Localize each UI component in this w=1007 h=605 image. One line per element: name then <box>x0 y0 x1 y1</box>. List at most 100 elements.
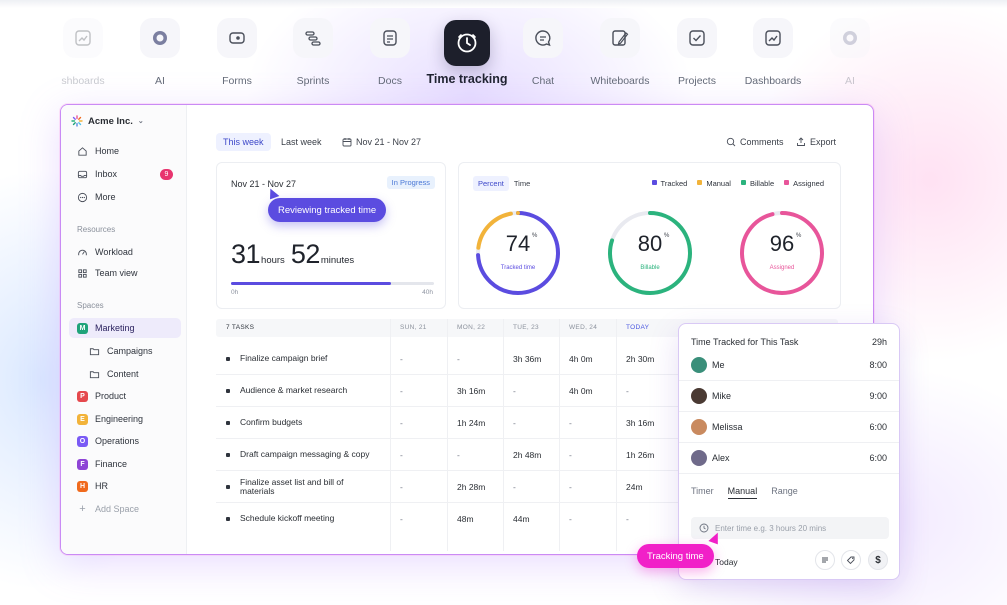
feature-docs[interactable]: Docs <box>340 18 440 87</box>
sidebar-space-engineering[interactable]: E Engineering <box>69 409 181 429</box>
time-cell: 24m <box>626 482 643 492</box>
billable-button[interactable]: $ <box>868 550 888 570</box>
export-button[interactable]: Export <box>796 133 836 151</box>
comments-button[interactable]: Comments <box>726 133 784 151</box>
sidebar-item-workload[interactable]: Workload <box>69 242 181 262</box>
workspace-switcher[interactable]: Acme Inc. ⌄ <box>71 115 144 127</box>
feature-whiteboards[interactable]: Whiteboards <box>570 18 670 87</box>
tab-manual[interactable]: Manual <box>727 486 758 499</box>
ai-icon <box>830 18 870 58</box>
person-row[interactable]: Alex 6:00 <box>679 443 899 474</box>
sidebar-space-operations[interactable]: O Operations <box>69 431 181 451</box>
legend-label: Manual <box>706 179 731 188</box>
sidebar-item-inbox[interactable]: Inbox 9 <box>69 164 181 184</box>
feature-ai[interactable]: AI <box>110 18 210 87</box>
table-row[interactable]: Draft campaign messaging & copy - - 2h 4… <box>216 439 838 471</box>
feature-label: Whiteboards <box>590 75 650 87</box>
resources-heading: Resources <box>77 225 116 234</box>
notes-button[interactable] <box>815 550 835 570</box>
add-space-button[interactable]: + Add Space <box>69 499 181 519</box>
feature-label: Forms <box>222 75 252 87</box>
legend-label: Assigned <box>793 179 824 188</box>
task-name: Schedule kickoff meeting <box>226 503 376 535</box>
table-row[interactable]: Audience & market research - 3h 16m - 4h… <box>216 375 838 407</box>
time-tracked-popover: Time Tracked for This Task 29h Me 8:00 M… <box>678 323 900 580</box>
tab-range[interactable]: Range <box>771 486 798 496</box>
legend-manual: Manual <box>697 179 731 188</box>
feature-time-tracking[interactable]: Time tracking <box>417 20 517 86</box>
column-divider <box>447 319 448 551</box>
feature-sprints[interactable]: Sprints <box>263 18 363 87</box>
sidebar-item-more[interactable]: More <box>69 187 181 207</box>
assigned-donut: 96 % Assigned <box>738 209 826 297</box>
clock-icon <box>444 20 490 66</box>
donut-ring <box>740 211 824 295</box>
sidebar-item-label: Home <box>95 146 120 156</box>
person-name: Mike <box>712 391 732 401</box>
home-icon <box>78 146 87 156</box>
billable-donut: 80 % Billable <box>606 209 694 297</box>
sidebar-space-finance[interactable]: F Finance <box>69 454 181 474</box>
sidebar-item-label: Content <box>107 369 139 379</box>
sidebar-space-product[interactable]: P Product <box>69 386 181 406</box>
last-week-button[interactable]: Last week <box>281 137 322 147</box>
person-row[interactable]: Me 8:00 <box>679 350 899 381</box>
table-row[interactable]: Finalize campaign brief - - 3h 36m 4h 0m… <box>216 343 838 375</box>
sidebar-folder-content[interactable]: Content <box>69 364 181 384</box>
feature-projects[interactable]: Projects <box>647 18 747 87</box>
sidebar-folder-campaigns[interactable]: Campaigns <box>69 341 181 361</box>
time-cell: 4h 0m <box>569 354 593 364</box>
feature-dashboards[interactable]: Dashboards <box>723 18 823 87</box>
task-name: Audience & market research <box>226 375 376 407</box>
column-header: MON, 22 <box>457 324 486 331</box>
feature-dashboards-left[interactable]: shboards <box>33 18 133 87</box>
person-row[interactable]: Mike 9:00 <box>679 381 899 412</box>
date-selector[interactable]: Today <box>715 557 738 567</box>
column-divider <box>503 319 504 551</box>
date-range-picker[interactable]: Nov 21 - Nov 27 <box>342 133 421 151</box>
person-name: Alex <box>712 453 730 463</box>
tag-button[interactable] <box>841 550 861 570</box>
time-cell: 3h 16m <box>626 418 655 428</box>
sidebar-space-marketing[interactable]: M Marketing <box>69 318 181 338</box>
percent-sign: % <box>796 233 802 239</box>
sidebar-item-label: Add Space <box>95 504 140 514</box>
person-time: 9:00 <box>869 391 887 401</box>
column-divider <box>390 319 391 551</box>
this-week-button[interactable]: This week <box>216 133 271 151</box>
person-row[interactable]: Melissa 6:00 <box>679 412 899 443</box>
percent-toggle[interactable]: Percent <box>473 176 509 191</box>
inbox-count-badge: 9 <box>160 168 173 180</box>
feature-ai-right[interactable]: AI <box>800 18 900 87</box>
table-row[interactable]: Finalize asset list and bill of material… <box>216 471 838 503</box>
sidebar-space-hr[interactable]: H HR <box>69 476 181 496</box>
sidebar-item-label: Campaigns <box>107 346 153 356</box>
sidebar-item-team-view[interactable]: Team view <box>69 263 181 283</box>
progress-min-label: 0h <box>231 289 239 296</box>
table-row[interactable]: Confirm budgets - 1h 24m - - 3h 16m <box>216 407 838 439</box>
feature-forms[interactable]: Forms <box>187 18 287 87</box>
time-cell: 3h 36m <box>513 354 542 364</box>
time-cell: 2h 28m <box>457 482 486 492</box>
feature-label: AI <box>155 75 165 87</box>
table-row[interactable]: Schedule kickoff meeting - 48m 44m - - <box>216 503 838 535</box>
sidebar: Acme Inc. ⌄ Home Inbox 9 More Resources … <box>61 105 187 554</box>
percent-sign: % <box>532 233 538 239</box>
time-toggle[interactable]: Time <box>513 179 531 188</box>
avatar <box>691 419 707 435</box>
manual-time-input[interactable]: Enter time e.g. 3 hours 20 mins <box>691 517 889 539</box>
stats-legend: Tracked Manual Billable Assigned <box>651 179 824 188</box>
time-cell: - <box>457 354 460 364</box>
sidebar-item-label: Inbox <box>95 169 118 179</box>
donut-value: 96 <box>769 231 795 256</box>
space-avatar: P <box>77 390 88 402</box>
feature-chat[interactable]: Chat <box>493 18 593 87</box>
column-header: SUN, 21 <box>400 324 427 331</box>
sidebar-item-home[interactable]: Home <box>69 141 181 161</box>
feature-label: Sprints <box>296 75 330 87</box>
progress-bar <box>231 282 434 285</box>
person-time: 8:00 <box>869 360 887 370</box>
column-header: TUE, 23 <box>513 324 539 331</box>
legend-assigned: Assigned <box>784 179 824 188</box>
tab-timer[interactable]: Timer <box>691 486 714 496</box>
